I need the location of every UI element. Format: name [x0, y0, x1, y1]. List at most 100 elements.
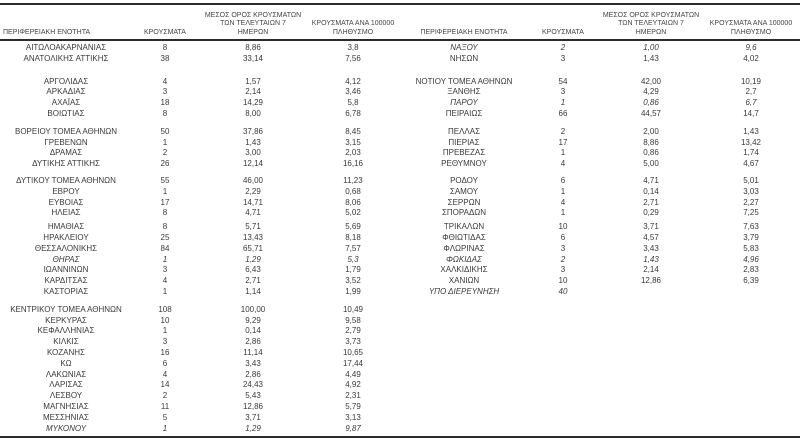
region-cell: ΙΩΑΝΝΙΝΩΝ [43, 265, 89, 275]
cases-cell: 10 [160, 315, 170, 325]
region-cell: ΦΩΚΙΔΑΣ [446, 254, 482, 264]
region-cell: ΞΑΝΘΗΣ [447, 87, 481, 97]
per-cell: 3,46 [345, 87, 361, 97]
avg-cell: 5,71 [245, 222, 261, 232]
per-cell: 7,63 [743, 222, 759, 232]
avg-cell: 2,86 [245, 369, 261, 379]
per-cell: 5,79 [345, 401, 361, 411]
table-row: ΚΑΡΔΙΤΣΑΣ 4 2,71 3,52 [0, 276, 398, 287]
per-cell: 2,79 [345, 326, 361, 336]
table-row: ΡΕΘΥΜΝΟΥ 4 5,00 4,67 [398, 159, 796, 170]
region-cell: ΚΕΡΚΥΡΑΣ [45, 315, 87, 325]
col-header-per100k: ΚΡΟΥΣΜΑΤΑ ΑΝΑ 100000 ΠΛΗΘΥΣΜΟ [308, 20, 398, 39]
table-row: ΛΕΣΒΟΥ 2 5,43 2,31 [0, 391, 398, 402]
region-cell: ΤΡΙΚΑΛΩΝ [443, 222, 485, 232]
table-row: ΣΑΜΟΥ 1 0,14 3,03 [398, 187, 796, 198]
table-row: ΛΑΚΩΝΙΑΣ 4 2,86 4,49 [0, 370, 398, 381]
table-row: ΘΗΡΑΣ 1 1,29 5,3 [0, 255, 398, 266]
per-cell: 1,79 [345, 265, 361, 275]
table-row: ΗΜΑΘΙΑΣ 8 5,71 5,69 [0, 222, 398, 233]
cases-cell: 66 [558, 108, 568, 118]
col-header-per100k-line1: ΚΡΟΥΣΜΑΤΑ ΑΝΑ 100000 [311, 20, 395, 27]
avg-cell: 3,71 [643, 222, 659, 232]
top-rule [0, 3, 800, 5]
per-cell: 8,45 [345, 126, 361, 136]
avg-cell: 2,00 [643, 126, 659, 136]
per-cell: 2,27 [743, 197, 759, 207]
per-cell: 4,12 [345, 76, 361, 86]
cases-cell: 16 [160, 347, 170, 357]
cases-cell: 2 [560, 43, 566, 52]
per-cell: 3,73 [345, 337, 361, 347]
cases-cell: 2 [560, 254, 566, 264]
region-cell: ΠΡΕΒΕΖΑΣ [442, 148, 486, 158]
col-header-avg7-line3: ΗΜΕΡΩΝ [237, 28, 269, 36]
col-header-region: ΠΕΡΙΦΕΡΕΙΑΚΗ ΕΝΟΤΗΤΑ [3, 28, 91, 36]
group-spacer [398, 65, 796, 77]
table-row: ΜΑΓΝΗΣΙΑΣ 11 12,86 5,79 [0, 402, 398, 413]
per-cell: 9,58 [345, 315, 361, 325]
per-cell: 4,02 [743, 53, 759, 63]
table-row: ΠΡΕΒΕΖΑΣ 1 0,86 1,74 [398, 148, 796, 159]
cases-cell: 54 [558, 76, 568, 86]
avg-cell: 100,00 [240, 304, 266, 314]
regional-cases-report-table: ΠΕΡΙΦΕΡΕΙΑΚΗ ΕΝΟΤΗΤΑ ΚΡΟΥΣΜΑΤΑ ΜΕΣΟΣ ΟΡΟ… [0, 3, 800, 447]
per-cell: 4,96 [743, 254, 759, 264]
table-row: ΚΑΣΤΟΡΙΑΣ 1 1,14 1,99 [0, 287, 398, 298]
per-cell: 3,03 [743, 186, 759, 196]
avg-cell: 37,86 [242, 126, 264, 136]
avg-cell: 9,29 [245, 315, 261, 325]
cases-cell: 1 [560, 148, 566, 158]
cases-cell: 38 [160, 53, 170, 63]
table-row: ΞΑΝΘΗΣ 3 4,29 2,7 [398, 87, 796, 98]
region-cell: ΒΟΡΕΙΟΥ ΤΟΜΕΑ ΑΘΗΝΩΝ [14, 126, 118, 136]
table-row: ΚΕΦΑΛΛΗΝΙΑΣ 1 0,14 2,79 [0, 326, 398, 337]
avg-cell: 1,43 [643, 53, 659, 63]
avg-cell: 1,29 [245, 423, 261, 433]
avg-cell: 42,00 [640, 76, 662, 86]
cases-cell: 17 [558, 137, 568, 147]
cases-cell: 50 [160, 126, 170, 136]
table-row: ΝΟΤΙΟΥ ΤΟΜΕΑ ΑΘΗΝΩΝ 54 42,00 10,19 [398, 77, 796, 88]
avg-cell: 1,00 [643, 43, 659, 52]
region-cell: ΥΠΟ ΔΙΕΡΕΥΝΗΣΗ [428, 286, 500, 296]
table-row: ΡΟΔΟΥ 6 4,71 5,01 [398, 176, 796, 187]
cases-cell: 8 [162, 108, 168, 118]
table-row: ΚΩ 6 3,43 17,44 [0, 359, 398, 370]
per-cell: 10,65 [342, 347, 364, 357]
table-row: ΚΕΝΤΡΙΚΟΥ ΤΟΜΕΑ ΑΘΗΝΩΝ 108 100,00 10,49 [0, 305, 398, 316]
region-cell: ΠΕΛΛΑΣ [447, 126, 481, 136]
table-row: ΦΘΙΩΤΙΔΑΣ 6 4,57 3,79 [398, 233, 796, 244]
region-cell: ΝΗΣΩΝ [449, 53, 479, 63]
per-cell: 4,92 [345, 380, 361, 390]
col-header-avg7: ΜΕΣΟΣ ΟΡΟΣ ΚΡΟΥΣΜΑΤΩΝ ΤΩΝ ΤΕΛΕΥΤΑΙΩΝ 7 Η… [198, 12, 308, 40]
per-cell: 3,8 [347, 43, 359, 52]
table-row: ΧΑΝΙΩΝ 10 12,86 6,39 [398, 276, 796, 287]
cases-cell: 18 [160, 98, 170, 108]
per-cell [706, 287, 796, 298]
cases-cell: 10 [558, 276, 568, 286]
table-body-right: ΝΑΞΟΥ 2 1,00 9,6 ΝΗΣΩΝ 3 1,43 4,02 ΝΟΤΙΟΥ ΤΟΜΕΑ … [398, 43, 796, 434]
avg-cell: 3,71 [245, 412, 261, 422]
region-cell: ΗΡΑΚΛΕΙΟΥ [43, 232, 89, 242]
per-cell: 5,69 [345, 222, 361, 232]
avg-cell: 4,57 [643, 232, 659, 242]
per-cell: 5,83 [743, 243, 759, 253]
avg-cell: 3,43 [245, 358, 261, 368]
region-cell: ΝΑΞΟΥ [450, 43, 478, 52]
avg-cell: 4,71 [643, 175, 659, 185]
col-header-avg7: ΜΕΣΟΣ ΟΡΟΣ ΚΡΟΥΣΜΑΤΩΝ ΤΩΝ ΤΕΛΕΥΤΑΙΩΝ 7 Η… [596, 12, 706, 40]
region-cell: ΚΑΣΤΟΡΙΑΣ [43, 286, 89, 296]
avg-cell: 2,71 [245, 276, 261, 286]
avg-cell: 11,14 [243, 347, 263, 357]
avg-cell [596, 287, 706, 298]
cases-cell: 8 [162, 208, 168, 218]
region-cell: ΚΟΖΑΝΗΣ [46, 347, 86, 357]
cases-cell: 3 [560, 53, 566, 63]
region-cell: ΗΛΕΙΑΣ [51, 208, 81, 218]
region-cell: ΠΕΙΡΑΙΩΣ [445, 108, 483, 118]
avg-cell: 44,57 [640, 108, 662, 118]
avg-cell: 2,14 [245, 87, 261, 97]
table-header-left: ΠΕΡΙΦΕΡΕΙΑΚΗ ΕΝΟΤΗΤΑ ΚΡΟΥΣΜΑΤΑ ΜΕΣΟΣ ΟΡΟ… [0, 12, 398, 40]
avg-cell: 1,57 [245, 76, 261, 86]
